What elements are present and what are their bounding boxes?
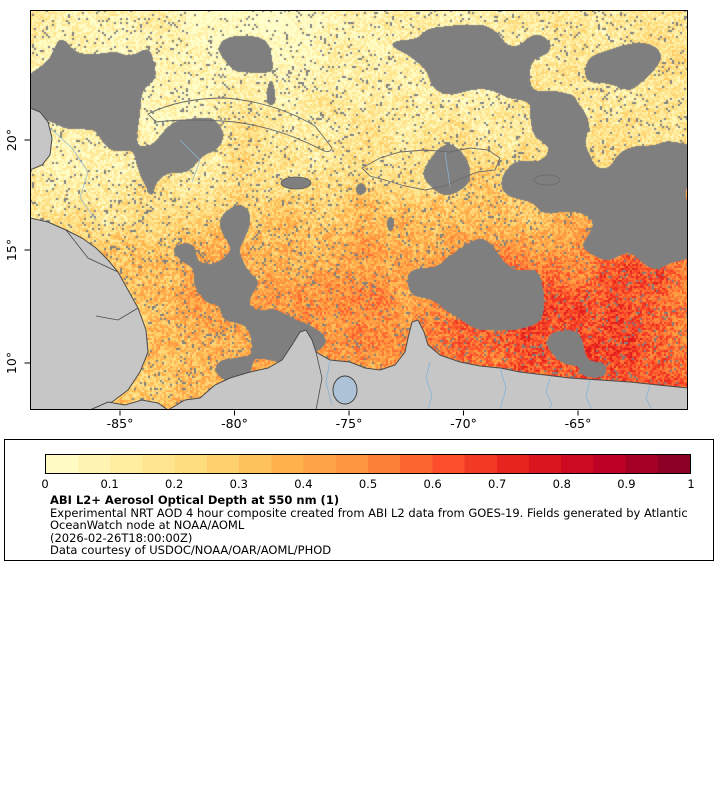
colorbar-tick-label: 0.1 [100, 477, 119, 491]
x-tick-label: -75° [336, 416, 363, 431]
colorbar-ticks: 0 0.1 0.2 0.3 0.4 0.5 0.6 0.7 0.8 0.9 1 [41, 477, 695, 491]
y-tick-label: 20° [4, 129, 19, 151]
legend-line: (2026-02-26T18:00:00Z) [50, 530, 193, 545]
x-tick-label: -85° [107, 416, 134, 431]
colorbar-tick-label: 0.8 [552, 477, 571, 491]
x-tick-label: -70° [450, 416, 477, 431]
legend-line: Data courtesy of USDOC/NOAA/OAR/AOML/PHO… [50, 543, 332, 557]
y-tick-label: 10° [4, 352, 19, 374]
legend-text-block: ABI L2+ Aerosol Optical Depth at 550 nm … [50, 494, 688, 557]
x-tick-marks [119, 410, 579, 416]
colorbar-tick-label: 0.4 [294, 477, 313, 491]
colorbar-tick-label: 0.5 [358, 477, 378, 491]
colorbar-tick-label: 0 [41, 477, 49, 491]
y-tick-label: 15° [4, 239, 19, 261]
colorbar-tick-label: 1 [687, 477, 695, 491]
legend-title: ABI L2+ Aerosol Optical Depth at 550 nm … [50, 493, 340, 507]
colorbar-tick-label: 0.2 [165, 477, 184, 491]
colorbar-gradient [46, 455, 690, 473]
x-tick-label: -80° [221, 416, 248, 431]
colorbar-tick-label: 0.3 [229, 477, 248, 491]
legend-box: 0 0.1 0.2 0.3 0.4 0.5 0.6 0.7 0.8 0.9 1 ABI L2+ Ae… [4, 439, 714, 561]
colorbar-tick-label: 0.9 [617, 477, 636, 491]
colorbar [45, 454, 691, 474]
legend-line: Experimental NRT AOD 4 hour composite cr… [50, 505, 688, 520]
legend-line: OceanWatch node at NOAA/AOML [50, 518, 245, 532]
x-tick-label: -65° [565, 416, 592, 431]
colorbar-tick-label: 0.6 [423, 477, 442, 491]
colorbar-tick-label: 0.7 [488, 477, 507, 491]
aod-heatmap-canvas [30, 10, 688, 410]
